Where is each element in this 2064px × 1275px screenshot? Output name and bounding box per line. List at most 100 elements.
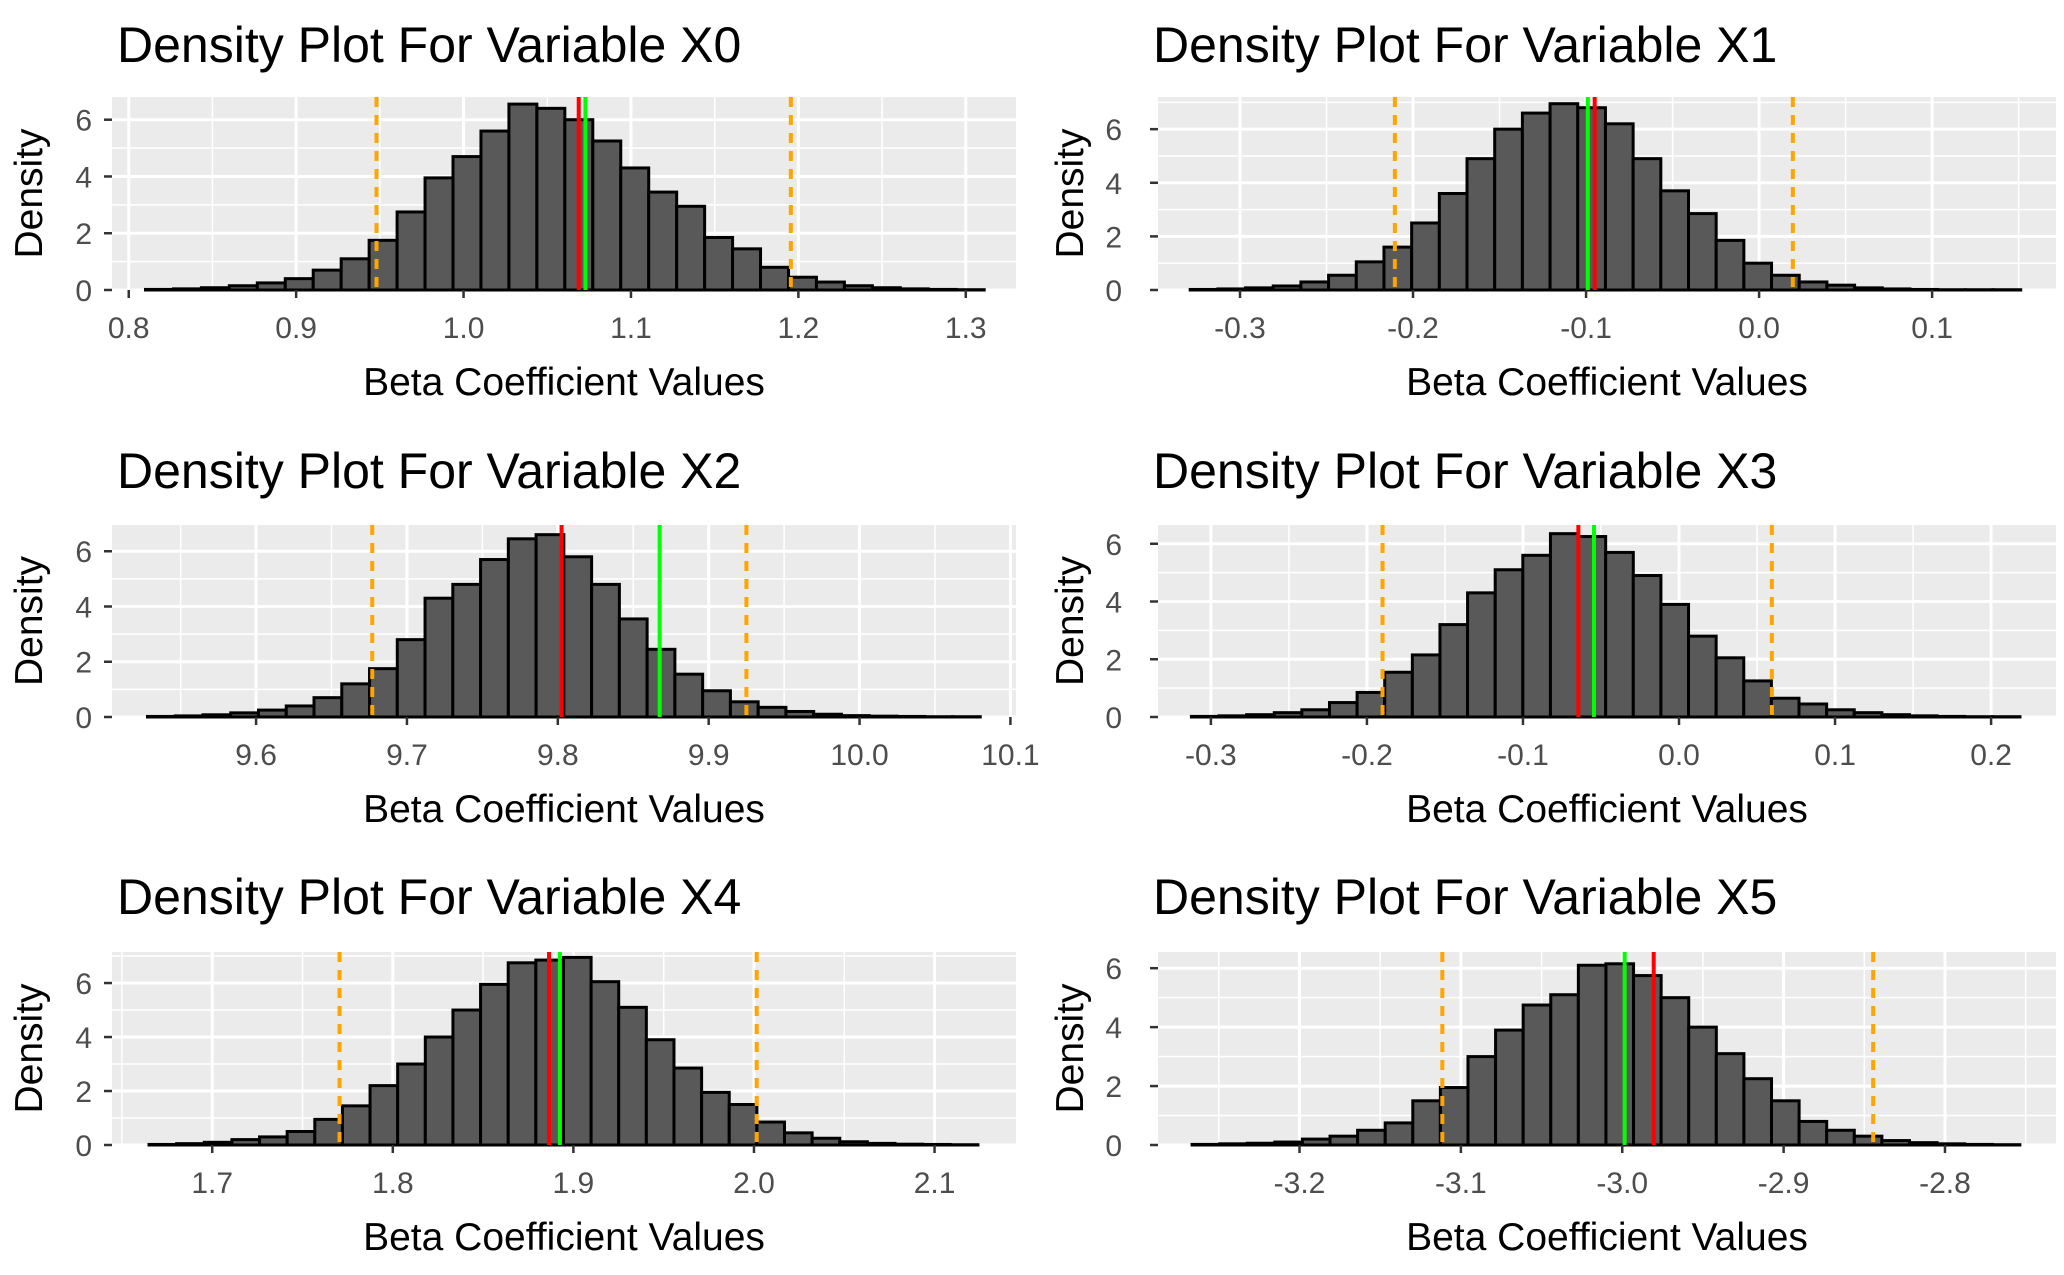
histogram-bar xyxy=(1273,1140,1304,1147)
histogram-bar xyxy=(867,714,899,719)
histogram-bar xyxy=(1438,623,1470,719)
histogram-bar xyxy=(1218,1142,1249,1147)
histogram-bar xyxy=(396,1062,427,1147)
panel-title: Density Plot For Variable X3 xyxy=(1153,443,1777,499)
x-tick-label: 9.8 xyxy=(537,739,579,772)
y-tick-label: 4 xyxy=(75,161,92,194)
histogram-bar xyxy=(1880,287,1912,292)
histogram-bar xyxy=(759,265,790,292)
histogram-bar xyxy=(1576,963,1608,1147)
histogram-bar xyxy=(784,709,816,719)
histogram-bar xyxy=(1907,714,1939,719)
histogram-bar xyxy=(1604,550,1635,719)
panel-5: Density Plot For Variable X5 -3.2 -3.1 -3.0… xyxy=(1049,869,2056,1259)
panel-1: Density Plot For Variable X1 -0.3 -0.2 -0.1… xyxy=(1049,17,2056,404)
histogram-bar xyxy=(728,700,760,719)
histogram-bar xyxy=(506,537,538,719)
panel-title: Density Plot For Variable X0 xyxy=(117,17,741,73)
histogram-bar xyxy=(870,286,902,292)
histogram-bar xyxy=(1245,713,1276,719)
y-tick-label: 2 xyxy=(1105,644,1122,677)
histogram-bar xyxy=(1631,157,1663,292)
panel-4: Density Plot For Variable X4 1.7 1.8 1.9 2.0… xyxy=(8,869,1016,1259)
histogram-bar xyxy=(1300,708,1331,719)
histogram-bar xyxy=(255,281,287,292)
panel-title: Density Plot For Variable X5 xyxy=(1153,869,1777,925)
y-tick-label: 4 xyxy=(75,1022,92,1055)
y-axis-label: Density xyxy=(1049,555,1092,686)
histogram-bar xyxy=(1410,221,1441,292)
histogram-bar xyxy=(340,682,372,719)
y-tick-label: 4 xyxy=(1105,587,1122,620)
histogram-bar xyxy=(1327,701,1359,719)
histogram-bar xyxy=(812,712,843,719)
histogram-bar xyxy=(1438,1086,1470,1147)
histogram-bar xyxy=(1797,280,1829,292)
x-axis-label: Beta Coefficient Values xyxy=(1406,1216,1808,1259)
histogram-bar xyxy=(451,1008,483,1147)
histogram-bar xyxy=(647,190,679,292)
histogram-bar xyxy=(700,1090,731,1147)
histogram-bar xyxy=(1244,286,1275,292)
x-tick-label: 2.1 xyxy=(914,1167,956,1200)
histogram-bar xyxy=(589,980,621,1147)
histogram-bar xyxy=(1769,696,1801,719)
histogram-bar xyxy=(1852,1134,1884,1147)
y-axis-label: Density xyxy=(1049,128,1092,259)
histogram-bar xyxy=(810,1136,842,1147)
histogram-bar xyxy=(451,582,483,719)
histogram-bar xyxy=(1466,1055,1498,1147)
histogram-bar xyxy=(1632,974,1663,1147)
histogram-bar xyxy=(1466,591,1497,719)
x-tick-label: -3.2 xyxy=(1274,1167,1326,1200)
histogram-bar xyxy=(451,155,483,292)
histogram-bar xyxy=(1299,280,1331,292)
x-tick-label: -0.3 xyxy=(1214,312,1266,345)
histogram-bar xyxy=(1383,670,1414,719)
histogram-bar xyxy=(1935,1142,1967,1147)
histogram-bar xyxy=(1742,1077,1774,1147)
histogram-bar xyxy=(339,257,371,292)
histogram-bar xyxy=(285,1130,317,1147)
y-tick-label: 0 xyxy=(75,275,92,308)
histogram-bar xyxy=(1576,535,1608,719)
histogram-bar xyxy=(1686,212,1718,292)
histogram-bar xyxy=(1687,1025,1718,1147)
histogram-bar xyxy=(395,210,427,292)
histogram-bar xyxy=(227,284,259,292)
histogram-bar xyxy=(423,596,455,719)
histogram-bar xyxy=(1852,711,1884,719)
histogram-bar xyxy=(590,582,621,719)
y-tick-label: 2 xyxy=(1105,1071,1122,1104)
histogram-bar xyxy=(340,1104,372,1147)
histogram-bar xyxy=(507,102,539,292)
y-axis-label: Density xyxy=(1049,983,1092,1114)
histogram-bar xyxy=(895,714,927,719)
y-tick-label: 2 xyxy=(1105,221,1122,254)
histogram-bar xyxy=(1825,283,1857,292)
y-axis-label: Density xyxy=(8,555,51,686)
histogram-bar xyxy=(1216,287,1248,292)
histogram-bar xyxy=(1356,1128,1387,1147)
x-tick-label: 0.1 xyxy=(1911,312,1953,345)
x-tick-label: -0.1 xyxy=(1560,312,1612,345)
histogram-bar xyxy=(1410,653,1442,719)
histogram-bar xyxy=(731,247,763,292)
histogram-bar xyxy=(921,1142,952,1147)
x-tick-label: -0.1 xyxy=(1497,739,1549,772)
histogram-bar xyxy=(814,280,846,292)
histogram-bar xyxy=(675,204,707,292)
histogram-bar xyxy=(1880,1139,1911,1147)
y-tick-label: 6 xyxy=(75,536,92,569)
x-axis-label: Beta Coefficient Values xyxy=(363,1216,765,1259)
histogram-bar xyxy=(175,1142,206,1147)
histogram-bar xyxy=(1631,574,1663,719)
histogram-bar xyxy=(283,277,315,292)
x-tick-label: 0.1 xyxy=(1814,739,1856,772)
histogram-bar xyxy=(1548,532,1580,719)
histogram-bar xyxy=(147,1142,179,1147)
histogram-bar xyxy=(1604,962,1636,1147)
y-tick-label: 0 xyxy=(1105,1130,1122,1163)
y-tick-label: 2 xyxy=(75,647,92,680)
x-tick-label: 0.8 xyxy=(108,312,150,345)
